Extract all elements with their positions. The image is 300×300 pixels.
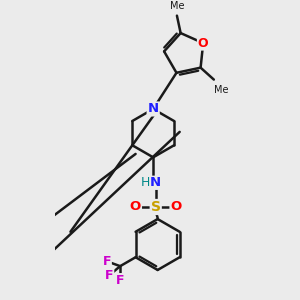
Text: S: S	[151, 200, 161, 214]
Text: O: O	[170, 200, 182, 214]
Text: F: F	[103, 255, 111, 268]
Text: N: N	[150, 176, 161, 189]
Text: O: O	[198, 37, 208, 50]
Text: Me: Me	[214, 85, 229, 95]
Text: N: N	[148, 103, 159, 116]
Text: H: H	[141, 176, 150, 189]
Text: O: O	[130, 200, 141, 214]
Text: F: F	[105, 269, 114, 282]
Text: F: F	[116, 274, 124, 287]
Text: Me: Me	[170, 1, 184, 11]
